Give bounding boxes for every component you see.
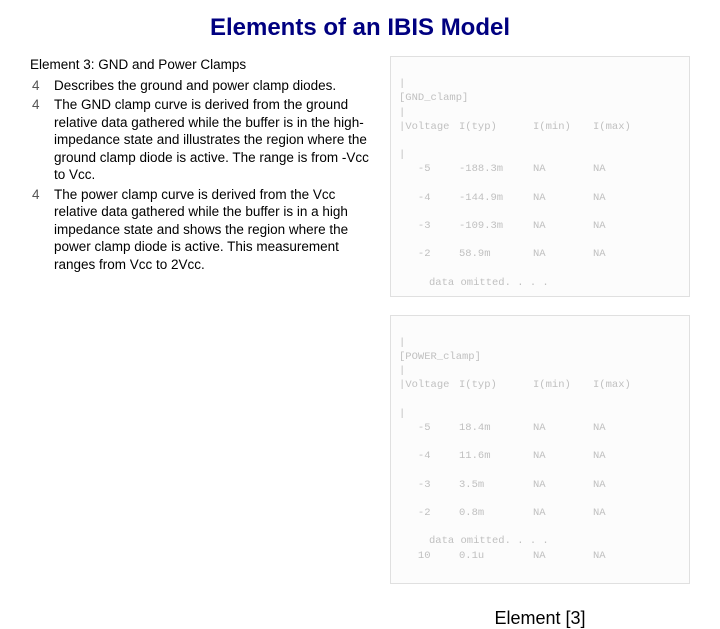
table-row: -5-188.3mNANA: [399, 162, 681, 176]
col-header: I(min): [533, 120, 593, 134]
table-row: -3-109.3mNANA: [399, 219, 681, 233]
table-row: -518.4mNANA: [399, 421, 681, 435]
gnd-section-label: [GND_clamp]: [399, 92, 468, 104]
col-header: I(typ): [459, 120, 533, 134]
col-header: Voltage: [405, 121, 449, 133]
right-column: | [GND_clamp] | |VoltageI(typ)I(min)I(ma…: [370, 56, 690, 629]
data-omitted: data omitted. . . .: [399, 277, 549, 289]
col-header: I(max): [593, 120, 653, 134]
section-subtitle: Element 3: GND and Power Clamps: [30, 56, 370, 74]
figure-caption: Element [3]: [390, 608, 690, 629]
table-row: -411.6mNANA: [399, 449, 681, 463]
bullet-list: Describes the ground and power clamp dio…: [30, 77, 370, 274]
col-header: Voltage: [405, 379, 449, 391]
bullet-item: Describes the ground and power clamp dio…: [46, 77, 370, 95]
power-clamp-table: | [POWER_clamp] | |VoltageI(typ)I(min)I(…: [390, 315, 690, 584]
content-area: Element 3: GND and Power Clamps Describe…: [0, 56, 720, 629]
col-header: I(typ): [459, 378, 533, 392]
col-header: I(max): [593, 378, 653, 392]
table-row: -20.8mNANA: [399, 506, 681, 520]
table-row: 100.1uNANA: [399, 549, 681, 563]
data-omitted: data omitted. . . .: [399, 535, 549, 547]
bullet-item: The GND clamp curve is derived from the …: [46, 96, 370, 184]
table-row: -258.9mNANA: [399, 247, 681, 261]
bullet-item: The power clamp curve is derived from th…: [46, 186, 370, 274]
table-row: -4-144.9mNANA: [399, 191, 681, 205]
table-row: -33.5mNANA: [399, 478, 681, 492]
col-header: I(min): [533, 378, 593, 392]
left-column: Element 3: GND and Power Clamps Describe…: [30, 56, 370, 629]
power-section-label: [POWER_clamp]: [399, 351, 481, 363]
page-title: Elements of an IBIS Model: [0, 0, 720, 56]
gnd-clamp-table: | [GND_clamp] | |VoltageI(typ)I(min)I(ma…: [390, 56, 690, 297]
